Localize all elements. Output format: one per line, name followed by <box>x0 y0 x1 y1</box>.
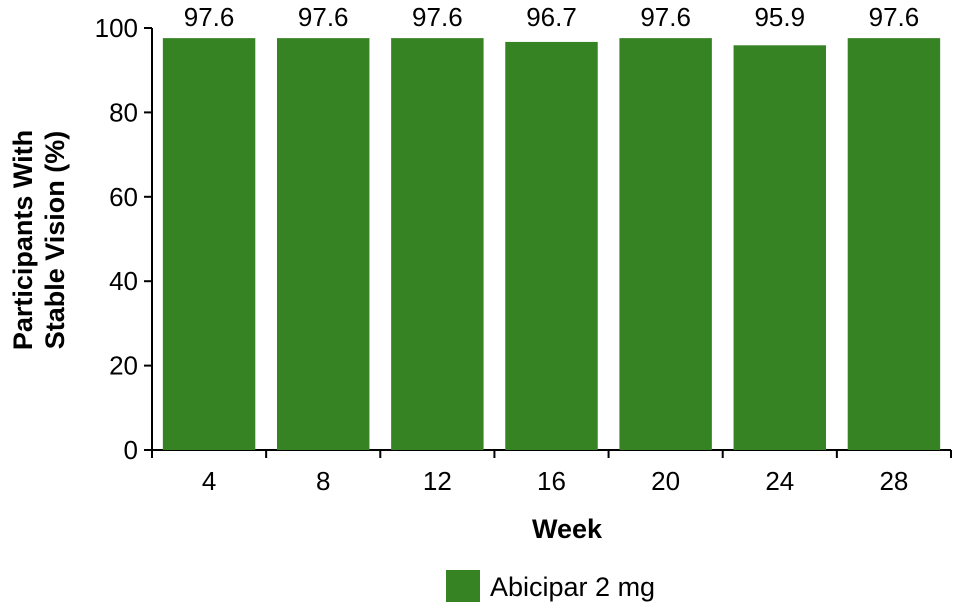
data-label-week-28: 97.6 <box>869 2 920 32</box>
bar-week-12 <box>391 38 484 451</box>
x-tick-label-24: 24 <box>765 466 794 496</box>
data-label-week-12: 97.6 <box>412 2 463 32</box>
bar-week-28 <box>847 38 941 451</box>
y-axis: 0 20 40 60 80 100 <box>95 13 153 465</box>
y-axis-title-line-2: Stable Vision (%) <box>40 131 70 350</box>
y-tick-label-80: 80 <box>109 97 138 127</box>
x-tick-label-28: 28 <box>879 466 908 496</box>
legend: Abicipar 2 mg <box>446 570 655 602</box>
x-tick-label-8: 8 <box>316 466 330 496</box>
data-label-week-20: 97.6 <box>640 2 691 32</box>
data-label-week-8: 97.6 <box>298 2 349 32</box>
y-tick-label-40: 40 <box>109 266 138 296</box>
data-labels: 97.6 97.6 97.6 96.7 97.6 95.9 97.6 <box>184 2 919 32</box>
bar-week-20 <box>619 38 712 451</box>
x-tick-label-20: 20 <box>651 466 680 496</box>
data-label-week-4: 97.6 <box>184 2 235 32</box>
y-axis-title: Participants With Stable Vision (%) <box>8 130 70 350</box>
y-tick-label-60: 60 <box>109 182 138 212</box>
legend-label-abicipar: Abicipar 2 mg <box>490 572 655 602</box>
x-tick-label-4: 4 <box>202 466 216 496</box>
x-tick-label-12: 12 <box>423 466 452 496</box>
y-tick-label-20: 20 <box>109 351 138 381</box>
y-axis-title-line-1: Participants With <box>8 130 38 350</box>
bar-week-4 <box>162 38 256 451</box>
x-axis-title: Week <box>532 514 603 544</box>
data-label-week-24: 95.9 <box>754 2 805 32</box>
data-label-week-16: 96.7 <box>526 2 577 32</box>
bar-week-16 <box>505 41 598 451</box>
y-tick-label-100: 100 <box>95 13 138 43</box>
legend-swatch-abicipar <box>446 570 480 602</box>
x-axis: 4 8 12 16 20 24 28 <box>151 449 952 496</box>
bar-week-24 <box>733 45 827 450</box>
bars <box>162 38 941 451</box>
y-tick-label-0: 0 <box>124 435 138 465</box>
x-tick-label-16: 16 <box>537 466 566 496</box>
bar-week-8 <box>276 38 370 451</box>
